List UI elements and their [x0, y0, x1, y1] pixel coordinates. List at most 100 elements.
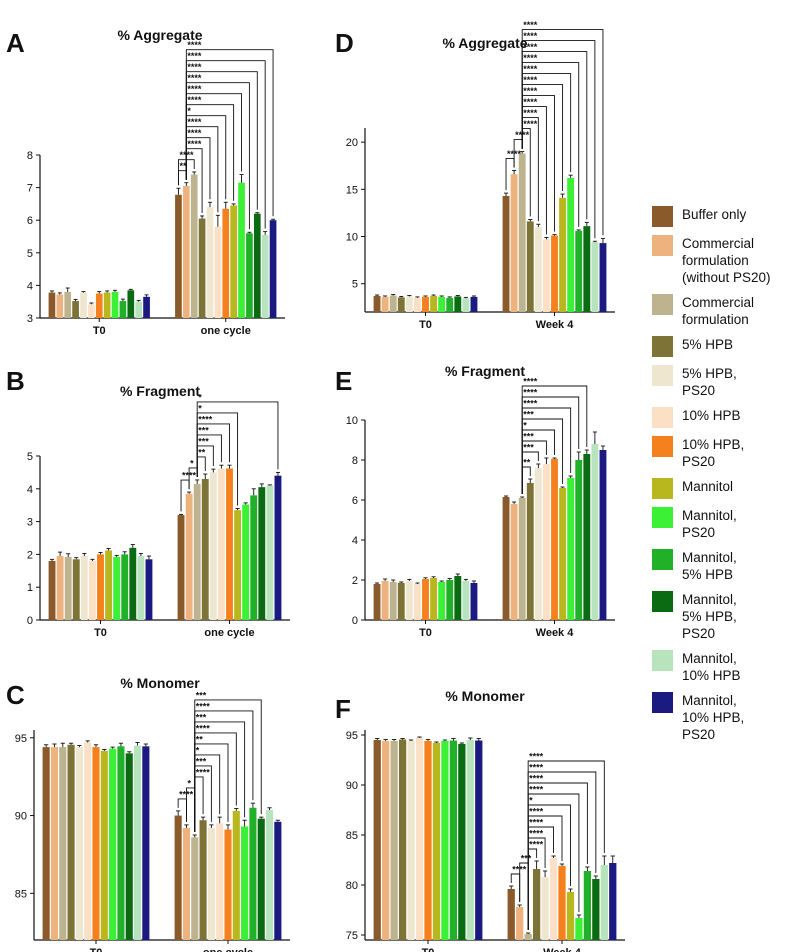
- x-tick-label-F: T0: [422, 947, 435, 952]
- legend-item: Mannitol, PS20: [652, 507, 800, 541]
- bar-B-g0-s12: [145, 559, 153, 620]
- x-tick-label-A: T0: [93, 325, 106, 337]
- bar-E-g0-s3: [397, 583, 405, 620]
- y-tick-label-F: 80: [346, 880, 358, 892]
- legend-swatch: [652, 365, 673, 386]
- bar-C-g0-s4: [75, 747, 83, 940]
- significance-label-D-5: ****: [523, 86, 538, 96]
- bar-A-g0-s3: [72, 301, 79, 318]
- y-tick-label-E: 8: [352, 455, 358, 467]
- panel-title-D: % Aggregate: [442, 35, 527, 51]
- panel-letter-F: F: [335, 694, 351, 724]
- bar-E-g1-s3: [526, 483, 534, 620]
- significance-label-D-2: ****: [523, 119, 538, 129]
- bar-F-g1-s2: [524, 934, 532, 940]
- bar-F-g1-s4: [541, 877, 549, 940]
- y-tick-label-C: 90: [15, 811, 27, 823]
- y-tick-label-B: 5: [27, 451, 33, 463]
- significance-label-A-2: ****: [187, 139, 202, 149]
- significance-label-A-6: ****: [187, 95, 202, 105]
- significance-label-C-6: ****: [196, 723, 211, 733]
- y-tick-label-A: 8: [27, 150, 33, 162]
- bar-B-g1-s9: [250, 495, 258, 620]
- legend-swatch: [652, 549, 673, 570]
- panel-letter-A: A: [6, 28, 25, 58]
- bar-F-g0-s10: [458, 744, 466, 940]
- bar-A-g0-s8: [111, 291, 119, 318]
- bar-D-g1-s6: [551, 235, 558, 312]
- y-tick-label-E: 2: [352, 575, 358, 587]
- bar-D-g0-s6: [422, 296, 429, 312]
- significance-label-A-4: ****: [187, 117, 202, 127]
- y-tick-label-D: 10: [346, 232, 358, 244]
- significance-label-E-7: ****: [523, 377, 538, 387]
- bar-A-g1-s2: [190, 174, 198, 318]
- legend-swatch: [652, 591, 673, 612]
- legend-item: Commercial formulation: [652, 294, 800, 328]
- significance-label-F-10: ****: [529, 752, 544, 762]
- x-tick-label-C: T0: [90, 947, 103, 952]
- bar-B-g0-s11: [137, 556, 145, 620]
- bar-B-g1-s3: [201, 478, 209, 620]
- y-tick-label-F: 75: [346, 930, 358, 942]
- significance-label-D-7: ****: [523, 64, 538, 74]
- legend-item: 5% HPB: [652, 336, 800, 357]
- bar-A-g0-s7: [103, 292, 111, 318]
- y-tick-label-A: 7: [27, 183, 33, 195]
- bar-D-g0-s0: [373, 295, 381, 312]
- bar-F-g0-s8: [441, 741, 449, 940]
- bar-A-g0-s11: [135, 301, 143, 318]
- bar-D-g1-s4: [534, 227, 542, 312]
- legend-item: 5% HPB, PS20: [652, 365, 800, 399]
- significance-label-D-6: ****: [523, 75, 538, 85]
- bar-E-g0-s4: [405, 581, 413, 620]
- y-tick-label-B: 1: [27, 582, 33, 594]
- bar-B-g0-s7: [105, 550, 113, 620]
- legend-swatch: [652, 336, 673, 357]
- significance-label-D-3: ****: [523, 108, 538, 118]
- bar-A-g1-s1: [182, 185, 190, 318]
- x-tick-label-A: one cycle: [201, 325, 251, 337]
- bar-D-g1-s12: [599, 243, 607, 312]
- bar-C-g1-s11: [265, 810, 274, 940]
- y-tick-label-B: 4: [27, 484, 33, 496]
- bar-D-g0-s9: [446, 297, 454, 312]
- bar-C-g1-s12: [274, 821, 282, 940]
- bar-B-g0-s9: [121, 554, 129, 620]
- significance-label-E-1: ***: [523, 443, 534, 453]
- y-tick-label-F: 95: [346, 730, 358, 742]
- bar-F-g1-s1: [516, 907, 524, 940]
- bar-A-g1-s9: [246, 233, 253, 318]
- panel-letter-B: B: [6, 366, 25, 396]
- bar-D-g0-s4: [405, 296, 413, 312]
- y-tick-label-B: 3: [27, 517, 33, 529]
- significance-label-F-2: ****: [529, 840, 544, 850]
- significance-label-A-11: ****: [187, 40, 202, 50]
- legend-swatch: [652, 436, 673, 457]
- legend-swatch: [652, 507, 673, 528]
- significance-label-E-5: ****: [523, 399, 538, 409]
- legend-item: Commercial formulation (without PS20): [652, 235, 800, 286]
- y-tick-label-E: 6: [352, 495, 358, 507]
- bar-B-g0-s5: [88, 560, 96, 620]
- legend-label: Mannitol, 5% HPB: [682, 550, 737, 582]
- bar-E-g1-s10: [583, 454, 591, 620]
- legend-label: 10% HPB: [682, 408, 741, 423]
- bar-E-g0-s7: [430, 578, 438, 620]
- legend-label: Buffer only: [682, 207, 747, 222]
- x-tick-label-B: one cycle: [204, 627, 254, 639]
- bar-B-g0-s4: [80, 556, 88, 620]
- legend-swatch: [652, 235, 673, 256]
- significance-label-E-0: **: [523, 458, 531, 468]
- panel-title-B: % Fragment: [120, 383, 200, 399]
- y-tick-label-E: 4: [352, 535, 358, 547]
- legend-item: Mannitol, 10% HPB, PS20: [652, 692, 800, 743]
- bar-B-g1-s11: [266, 485, 274, 620]
- bar-A-g0-s0: [48, 292, 56, 318]
- bar-E-g0-s11: [462, 581, 470, 620]
- bar-C-g0-s9: [117, 746, 125, 940]
- bar-B-g0-s6: [97, 554, 104, 620]
- bar-D-g0-s7: [430, 295, 438, 312]
- bar-E-g0-s6: [422, 579, 429, 620]
- significance-label-B-5: ****: [198, 414, 213, 424]
